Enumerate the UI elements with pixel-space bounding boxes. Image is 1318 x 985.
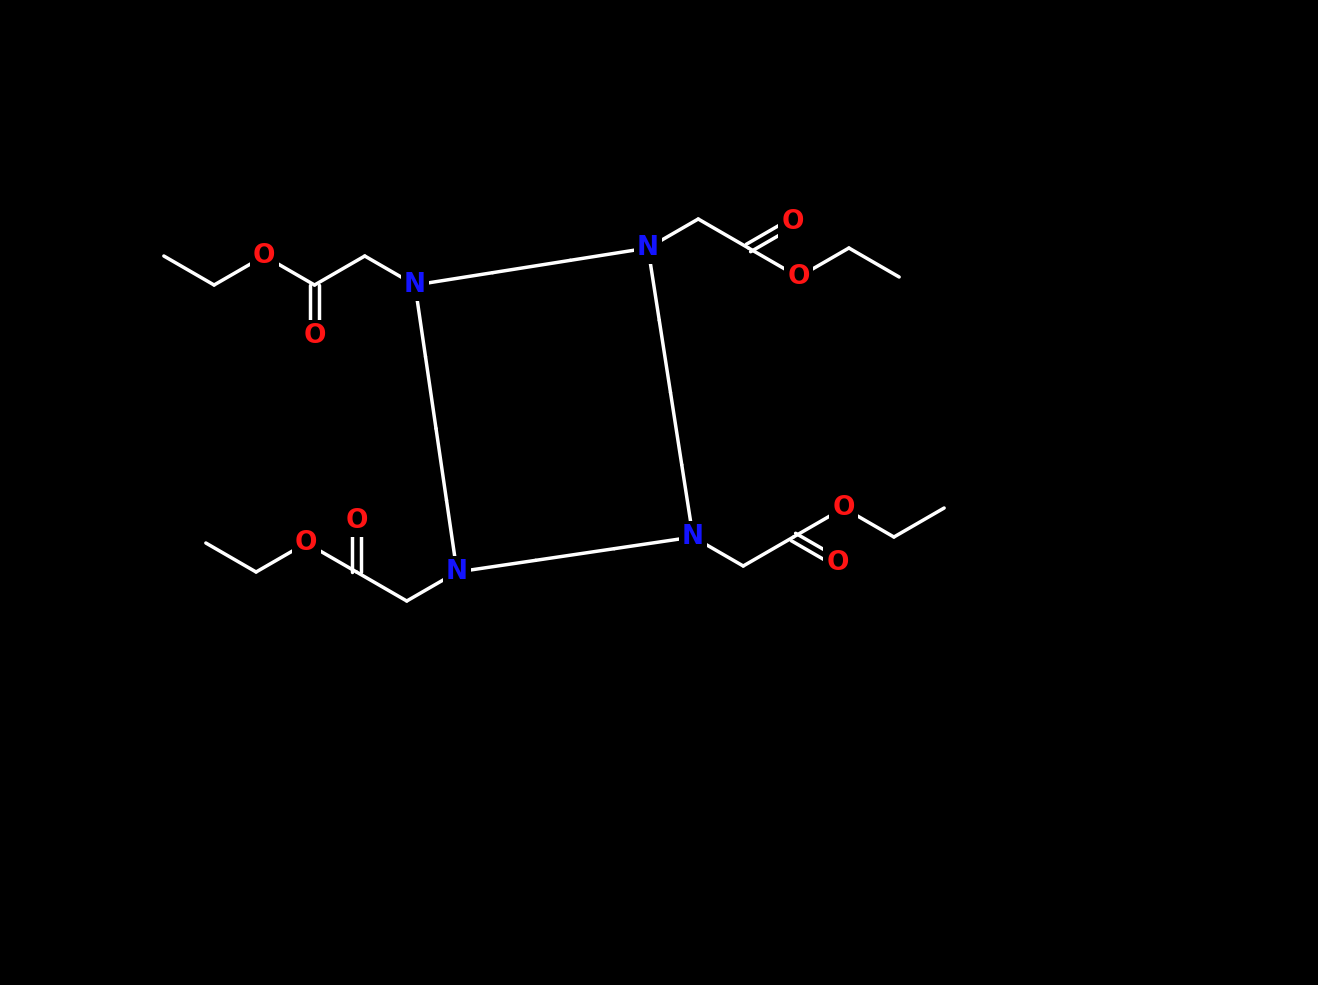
Text: O: O xyxy=(303,323,326,349)
Text: O: O xyxy=(782,210,804,235)
Text: O: O xyxy=(295,530,318,556)
Text: N: N xyxy=(445,559,468,585)
Text: O: O xyxy=(833,495,855,521)
Text: N: N xyxy=(637,235,659,261)
Text: O: O xyxy=(826,550,849,575)
Text: O: O xyxy=(253,243,275,269)
Text: N: N xyxy=(681,524,704,550)
Text: N: N xyxy=(405,272,426,298)
Text: O: O xyxy=(787,264,811,290)
Text: O: O xyxy=(345,508,368,534)
